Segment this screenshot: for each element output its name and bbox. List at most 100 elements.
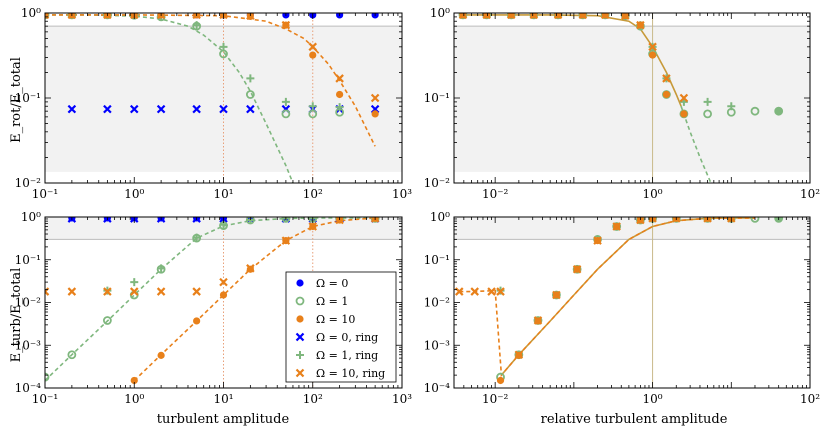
x-tick-label: 10² <box>303 187 323 201</box>
data-point <box>130 278 139 287</box>
legend-marker <box>296 315 304 323</box>
ticks <box>44 216 403 389</box>
data-point <box>662 90 671 99</box>
legend-entry: Ω = 1 <box>295 295 348 308</box>
data-point <box>103 104 112 114</box>
data-point <box>514 350 524 360</box>
ylabel-top-left: E_rot/E_total <box>9 57 24 143</box>
data-point <box>246 74 255 83</box>
data-point <box>192 287 201 296</box>
data-point <box>130 376 138 385</box>
data-point <box>335 74 344 83</box>
y-tick-label: 10⁻³ <box>424 338 451 352</box>
panel-bottom-right: 10⁻² 10⁰ 10² 10⁻⁴ 10⁻³ 10⁻² 10⁻¹ 10⁰ <box>424 210 821 406</box>
x-tick-label: 10⁰ <box>643 187 663 201</box>
legend-label: Ω = 1, ring <box>316 349 378 362</box>
x-tick-label: 10⁰ <box>124 392 144 406</box>
fit-curve <box>133 217 376 382</box>
legend-marker <box>295 296 305 306</box>
panel-top-right: 10⁻² 10⁰ 10² 10⁻² 10⁻¹ 10⁰ <box>424 6 821 201</box>
x-tick-label: 10⁻² <box>482 392 509 406</box>
fit-curve <box>459 217 756 378</box>
shaded-region <box>454 217 810 240</box>
data-point <box>129 104 139 114</box>
legend-label: Ω = 1 <box>316 295 348 308</box>
data-point <box>246 104 255 114</box>
data-point <box>281 20 291 30</box>
data-point <box>703 109 712 119</box>
data-point <box>157 264 166 273</box>
x-tick-label: 10² <box>800 392 820 406</box>
data-point <box>281 236 291 245</box>
y-tick-label: 10⁻² <box>424 296 451 310</box>
data-point <box>648 42 657 52</box>
data-point <box>600 13 610 20</box>
x-tick-label: 10² <box>303 392 323 406</box>
data-point <box>750 106 760 116</box>
data-point <box>156 104 166 114</box>
data-point <box>612 222 621 231</box>
data-point <box>308 222 318 231</box>
legend-label: Ω = 10 <box>316 313 355 326</box>
data-point <box>192 21 201 30</box>
ticks <box>453 12 811 184</box>
data-point <box>157 351 165 359</box>
data-point <box>192 104 201 114</box>
data-point <box>775 107 783 115</box>
legend: Ω = 0 Ω = 1 Ω = 10 Ω = 0, ring Ω = 1, ring Ω … <box>285 271 397 383</box>
data-point <box>67 104 77 114</box>
series--10 <box>496 217 735 385</box>
data-point <box>308 102 317 111</box>
y-tick-label: 10⁻⁴ <box>424 381 451 395</box>
x-tick-label: 10¹ <box>213 392 233 406</box>
y-tick-label: 10⁻¹ <box>15 91 41 105</box>
y-tick-label: 10⁻² <box>424 176 451 190</box>
data-point <box>219 104 228 114</box>
data-point <box>309 51 317 59</box>
y-tick-label: 10⁻³ <box>15 338 42 352</box>
y-tick-label: 10⁻⁴ <box>15 381 42 395</box>
legend-entry: Ω = 0 <box>296 277 348 290</box>
plot-area <box>454 217 810 388</box>
data-point <box>335 103 344 112</box>
data-point <box>219 42 228 51</box>
y-tick-label: 10⁻¹ <box>424 91 450 105</box>
data-point <box>102 316 112 325</box>
data-point <box>648 51 657 59</box>
fit-curve <box>45 217 376 382</box>
data-point <box>281 97 290 106</box>
legend-marker <box>295 368 305 378</box>
panel-bottom-left: 10⁻¹ 10⁰ 10¹ 10² 10³ 10⁻⁴ 10⁻³ 10⁻² 10⁻¹ 10⁰ <box>15 210 413 406</box>
legend-label: Ω = 10, ring <box>316 367 385 380</box>
xlabel-bottom-left: turbulent amplitude <box>157 412 290 427</box>
shaded-region <box>454 26 810 172</box>
fit-curve <box>45 14 294 183</box>
x-tick-label: 10⁻² <box>482 187 509 201</box>
data-point <box>496 287 505 296</box>
data-point <box>750 217 760 223</box>
legend-label: Ω = 0 <box>316 277 348 290</box>
data-point <box>308 42 318 52</box>
y-tick-label: 10⁻² <box>15 176 42 190</box>
data-point <box>679 93 689 103</box>
data-point <box>103 287 112 296</box>
legend-marker <box>296 279 304 287</box>
data-point <box>662 74 671 83</box>
legend-entry: Ω = 0, ring <box>295 331 378 344</box>
data-point <box>336 90 344 99</box>
data-point <box>578 13 588 20</box>
legend-label: Ω = 0, ring <box>316 331 378 344</box>
data-point <box>470 287 479 296</box>
data-point <box>246 264 255 273</box>
ticks <box>44 12 403 184</box>
legend-entry: Ω = 10, ring <box>295 367 385 380</box>
data-point <box>193 317 201 325</box>
data-point <box>67 350 77 360</box>
data-point <box>371 110 379 118</box>
legend-entry: Ω = 10 <box>296 313 355 326</box>
x-tick-label: 10⁰ <box>124 187 144 201</box>
data-point <box>506 13 516 20</box>
data-point <box>308 109 318 119</box>
y-tick-label: 10⁰ <box>430 6 450 20</box>
